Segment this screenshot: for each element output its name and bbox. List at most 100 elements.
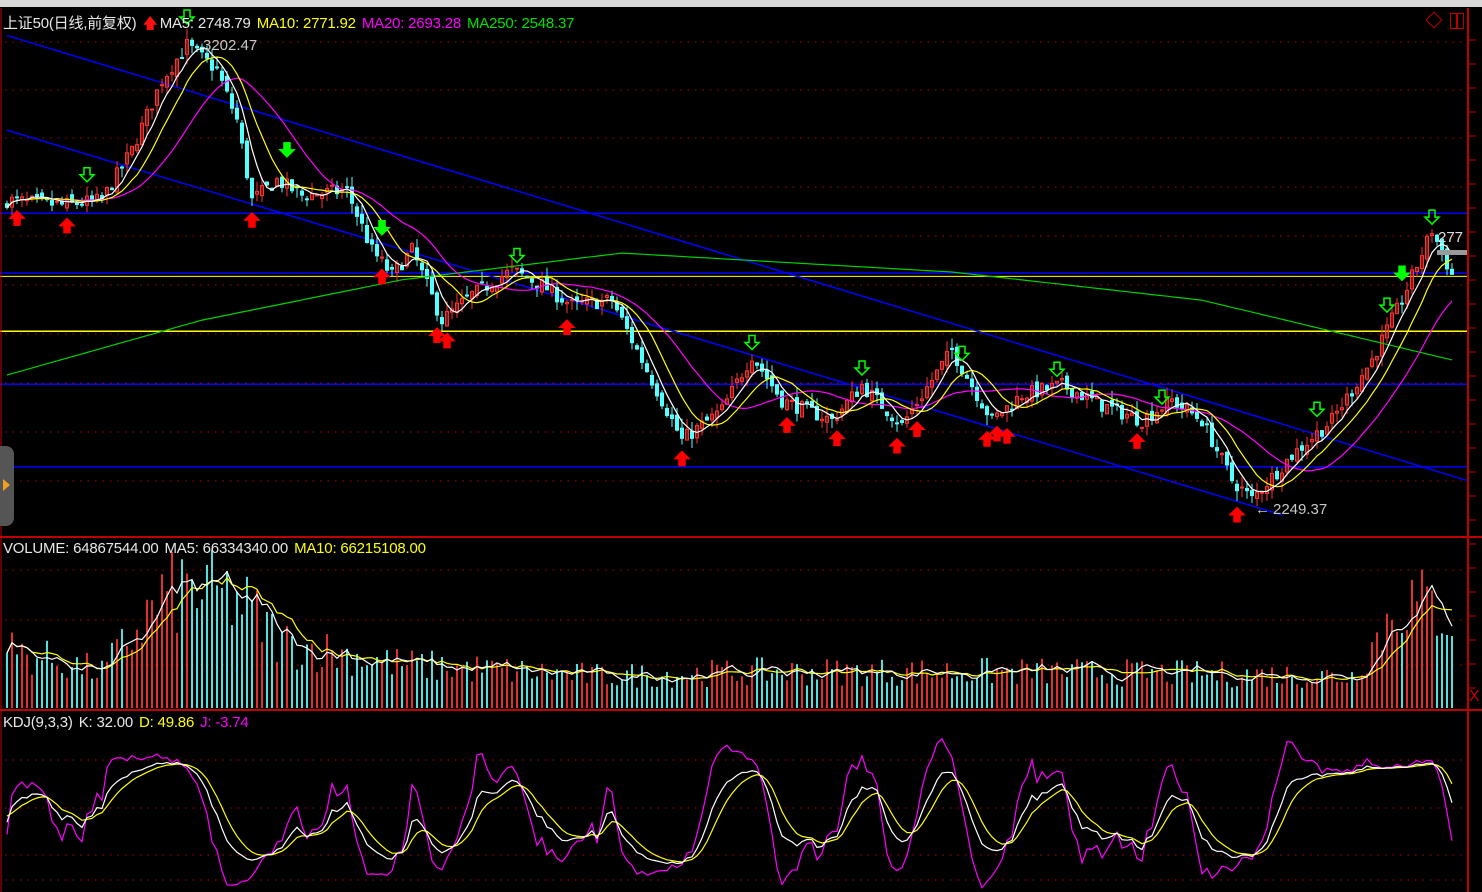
candle-up xyxy=(945,350,949,367)
candle-up xyxy=(860,384,864,395)
candle-down xyxy=(1045,385,1049,391)
candle-down xyxy=(360,213,364,224)
candle-up xyxy=(505,269,509,279)
candle-up xyxy=(1020,398,1024,401)
candle-down xyxy=(1065,375,1069,390)
kdj-d-value: D: 49.86 xyxy=(138,714,195,731)
candle-down xyxy=(1080,392,1084,401)
candle-up xyxy=(1420,255,1424,269)
layout-toggle-icon[interactable] xyxy=(1450,13,1464,29)
ma250-line xyxy=(6,252,1453,376)
candle-down xyxy=(625,316,629,329)
buy-arrow-icon xyxy=(998,427,1016,444)
candle-up xyxy=(500,276,504,284)
candle-up xyxy=(800,401,804,418)
candle-down xyxy=(280,176,284,189)
buy-arrow-icon xyxy=(778,417,796,433)
candle-down xyxy=(705,416,709,421)
candle-up xyxy=(1055,380,1059,384)
candle-up xyxy=(1220,452,1224,456)
buy-arrow-icon xyxy=(428,327,446,344)
candles xyxy=(5,28,1454,507)
candle-up xyxy=(1240,486,1244,489)
high-price-label: 3202.47 xyxy=(203,37,258,54)
candle-up xyxy=(995,412,999,417)
sell-arrow-hollow-icon xyxy=(853,360,871,377)
kdj-k-line xyxy=(6,761,1453,865)
close-indicator-icon[interactable]: X xyxy=(1469,688,1480,705)
ma20-line xyxy=(6,77,1453,472)
candle-down xyxy=(1350,393,1354,397)
candle-down xyxy=(120,166,124,169)
kdj-name: KDJ(9,3,3) xyxy=(3,714,73,731)
candle-down xyxy=(1250,490,1254,497)
buy-arrow-icon xyxy=(1228,506,1246,523)
kdj-j-value: J: -3.74 xyxy=(200,714,249,731)
candle-down xyxy=(1300,445,1304,451)
candle-up xyxy=(825,415,829,423)
ma10-value: MA10: 2771.92 xyxy=(256,15,356,32)
candle-down xyxy=(970,378,974,388)
candle-down xyxy=(670,414,674,419)
candle-down xyxy=(890,417,894,422)
window-top-bar xyxy=(0,0,1482,7)
candle-up xyxy=(820,418,824,422)
candle-down xyxy=(435,292,439,316)
candle-down xyxy=(530,278,534,283)
symbol-title: 上证50(日线,前复权) xyxy=(3,15,137,32)
candle-down xyxy=(775,384,779,395)
kdj-lines xyxy=(6,737,1453,889)
candle-down xyxy=(50,200,54,206)
candle-up xyxy=(1060,377,1064,381)
candle-up xyxy=(745,370,749,378)
candle-up xyxy=(710,413,714,421)
candle-up xyxy=(750,360,754,374)
candle-up xyxy=(170,72,174,75)
candle-down xyxy=(1135,411,1139,426)
candle-up xyxy=(1325,426,1329,435)
candle-down xyxy=(990,413,994,416)
collapse-handle[interactable] xyxy=(0,446,14,526)
candle-down xyxy=(1070,388,1074,398)
candle-up xyxy=(260,184,264,197)
candle-down xyxy=(815,405,819,421)
candle-up xyxy=(125,152,129,165)
sell-arrow-hollow-icon xyxy=(1378,297,1396,314)
candle-down xyxy=(40,192,44,198)
candle-down xyxy=(615,301,619,311)
candle-up xyxy=(140,122,144,146)
candle-down xyxy=(1150,410,1154,421)
candle-up xyxy=(1255,491,1259,499)
candle-up xyxy=(1370,358,1374,367)
candle-up xyxy=(1380,334,1384,357)
candle-up xyxy=(870,389,874,402)
candle-up xyxy=(1000,412,1004,417)
ma250-value: MA250: 2548.37 xyxy=(467,15,575,32)
buy-arrow-icon xyxy=(438,332,456,349)
candle-down xyxy=(1215,447,1219,452)
candle-up xyxy=(1130,412,1134,417)
candle-up xyxy=(940,360,944,370)
candle-up xyxy=(935,369,939,380)
candle-up xyxy=(1310,439,1314,443)
candle-down xyxy=(980,403,984,409)
candle-down xyxy=(760,363,764,372)
candle-down xyxy=(560,298,564,303)
candle-down xyxy=(1035,381,1039,398)
candle-up xyxy=(920,398,924,402)
candle-down xyxy=(75,202,79,206)
candle-down xyxy=(225,75,229,92)
candle-up xyxy=(115,167,119,193)
candle-down xyxy=(70,194,74,202)
candle-down xyxy=(1195,411,1199,419)
candle-up xyxy=(1425,235,1429,260)
candle-down xyxy=(370,239,374,245)
sell-arrow-hollow-icon xyxy=(743,334,761,351)
candle-down xyxy=(480,281,484,284)
candle-down xyxy=(215,66,219,69)
volume-ma10-line xyxy=(6,576,1453,681)
candle-down xyxy=(875,388,879,395)
candle-down xyxy=(650,374,654,386)
candle-down xyxy=(1245,488,1249,492)
